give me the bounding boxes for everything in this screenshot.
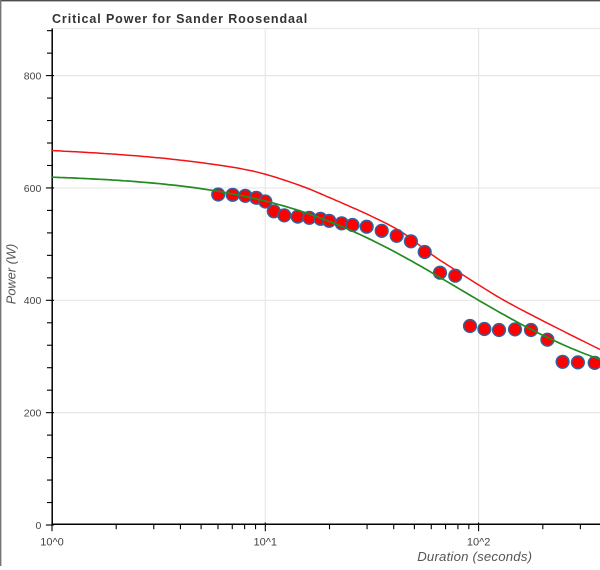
svg-text:10^1: 10^1 xyxy=(254,536,278,548)
svg-text:200: 200 xyxy=(24,407,42,419)
svg-text:800: 800 xyxy=(24,70,42,82)
svg-text:400: 400 xyxy=(24,295,42,307)
svg-text:Critical Power for Sander Roos: Critical Power for Sander Roosendaal xyxy=(52,12,308,26)
svg-text:0: 0 xyxy=(35,520,41,532)
svg-text:Power (W): Power (W) xyxy=(4,244,19,304)
svg-text:600: 600 xyxy=(24,183,42,195)
svg-text:10^2: 10^2 xyxy=(467,536,491,548)
svg-text:10^0: 10^0 xyxy=(40,536,64,548)
svg-text:Duration (seconds): Duration (seconds) xyxy=(417,549,532,564)
